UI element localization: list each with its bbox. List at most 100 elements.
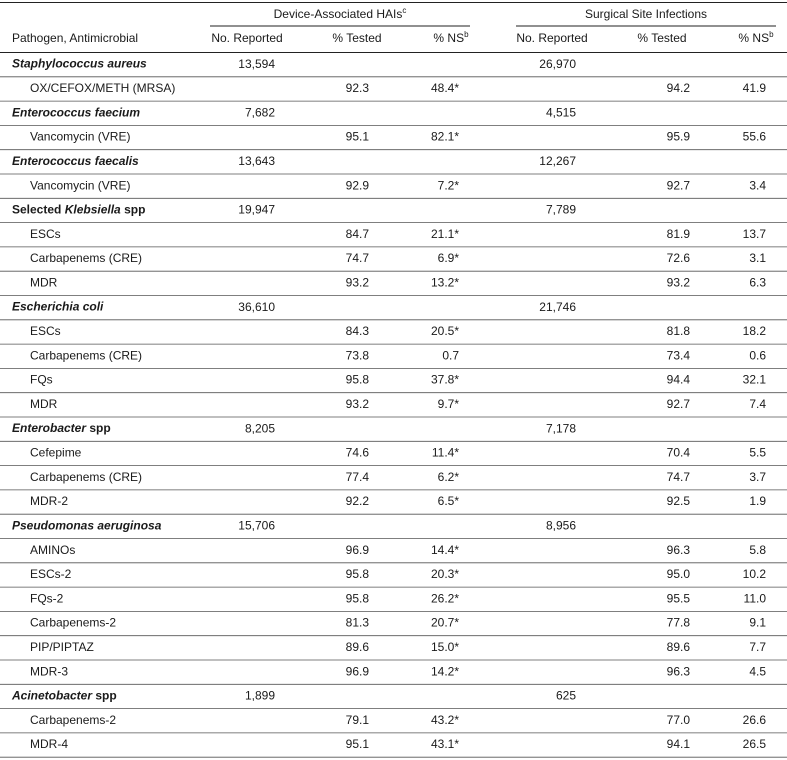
count: 7,682	[245, 105, 275, 119]
pathogen: Staphylococcus aureus	[12, 57, 147, 71]
cell-value: 15.0*	[431, 640, 459, 654]
cell-value: 84.7	[346, 227, 370, 241]
antimicrobial: MDR-2	[30, 494, 68, 508]
pathogen: Enterobacter spp	[12, 421, 111, 435]
cell-value: 1.9	[749, 494, 766, 508]
antimicrobial: MDR-3	[30, 664, 68, 678]
column-header: % Tested	[637, 31, 686, 45]
cell-value: 70.4	[667, 446, 691, 460]
antimicrobial: ESCs	[30, 324, 61, 338]
pathogen: Enterococcus faecalis	[12, 154, 139, 168]
cell-value: 0.7	[442, 348, 459, 362]
column-header-text: % NS	[433, 31, 464, 45]
cell-value: 55.6	[743, 130, 767, 144]
cell-value: 72.6	[667, 251, 691, 265]
pathogen: Escherichia coli	[12, 300, 104, 314]
cell-value: 96.9	[346, 664, 370, 678]
column-header-text: % NS	[738, 31, 769, 45]
antimicrobial: Carbapenems-2	[30, 616, 116, 630]
cell-value: 74.7	[346, 251, 370, 265]
antimicrobial: Vancomycin (VRE)	[30, 130, 130, 144]
cell-value: 20.3*	[431, 567, 459, 581]
cell-value: 82.1*	[431, 130, 459, 144]
cell-value: 95.9	[667, 130, 691, 144]
count: 21,746	[539, 300, 576, 314]
cell-value: 5.5	[749, 446, 766, 460]
column-header-text: No. Reported	[211, 31, 282, 45]
cell-value: 7.7	[749, 640, 766, 654]
cell-value: 92.3	[346, 81, 370, 95]
cell-value: 20.7*	[431, 616, 459, 630]
cell-value: 74.6	[346, 446, 370, 460]
cell-value: 93.2	[346, 397, 370, 411]
group-header: Device-Associated HAIsc	[274, 6, 407, 22]
cell-value: 95.5	[667, 591, 691, 605]
pathogen-part: Klebsiella	[65, 203, 121, 217]
antimicrobial: AMINOs	[30, 543, 75, 557]
cell-value: 43.1*	[431, 737, 459, 751]
cell-value: 73.4	[667, 348, 691, 362]
cell-value: 3.7	[749, 470, 766, 484]
antimicrobial: MDR	[30, 397, 58, 411]
cell-value: 32.1	[743, 373, 767, 387]
antimicrobial: Carbapenems (CRE)	[30, 348, 142, 362]
cell-value: 74.7	[667, 470, 691, 484]
antimicrobial: Carbapenems (CRE)	[30, 470, 142, 484]
cell-value: 21.1*	[431, 227, 459, 241]
cell-value: 95.1	[346, 130, 370, 144]
group-header-text: Device-Associated HAIs	[274, 7, 403, 21]
cell-value: 9.1	[749, 616, 766, 630]
cell-value: 5.8	[749, 543, 766, 557]
cell-value: 48.4*	[431, 81, 459, 95]
count: 1,899	[245, 689, 275, 703]
cell-value: 9.7*	[438, 397, 460, 411]
cell-value: 89.6	[667, 640, 691, 654]
cell-value: 37.8*	[431, 373, 459, 387]
antimicrobial: FQs	[30, 373, 53, 387]
cell-value: 26.2*	[431, 591, 459, 605]
cell-value: 81.8	[667, 324, 691, 338]
pathogen-part: spp	[121, 203, 146, 217]
cell-value: 20.5*	[431, 324, 459, 338]
count: 625	[556, 689, 576, 703]
column-header: % NSb	[433, 30, 469, 46]
pathogen-part: Enterococcus faecium	[12, 105, 140, 119]
pathogen-part: Pseudomonas aeruginosa	[12, 519, 162, 533]
cell-value: 7.4	[749, 397, 766, 411]
cell-value: 92.9	[346, 178, 370, 192]
cell-value: 3.1	[749, 251, 766, 265]
pathogen: Pseudomonas aeruginosa	[12, 519, 162, 533]
cell-value: 84.3	[346, 324, 370, 338]
cell-value: 92.2	[346, 494, 370, 508]
cell-value: 92.7	[667, 397, 691, 411]
count: 7,789	[546, 203, 576, 217]
column-header-sup: b	[464, 30, 469, 39]
group-header-text: Surgical Site Infections	[585, 7, 707, 21]
cell-value: 41.9	[743, 81, 767, 95]
cell-value: 95.1	[346, 737, 370, 751]
cell-value: 95.8	[346, 373, 370, 387]
antimicrobial: FQs-2	[30, 591, 64, 605]
cell-value: 6.2*	[438, 470, 460, 484]
antimicrobial: Vancomycin (VRE)	[30, 178, 130, 192]
cell-value: 18.2	[743, 324, 767, 338]
antimicrobial: MDR	[30, 276, 58, 290]
count: 13,594	[238, 57, 275, 71]
cell-value: 95.8	[346, 567, 370, 581]
cell-value: 7.2*	[438, 178, 460, 192]
column-header: % NSb	[738, 30, 774, 46]
pathogen: Enterococcus faecium	[12, 105, 140, 119]
count: 8,205	[245, 421, 275, 435]
count: 36,610	[238, 300, 275, 314]
cell-value: 95.8	[346, 591, 370, 605]
cell-value: 95.0	[667, 567, 691, 581]
count: 26,970	[539, 57, 576, 71]
cell-value: 89.6	[346, 640, 370, 654]
cell-value: 14.4*	[431, 543, 459, 557]
pathogen: Acinetobacter spp	[11, 689, 117, 703]
cell-value: 96.3	[667, 664, 691, 678]
pathogen: Selected Klebsiella spp	[12, 203, 145, 217]
pathogen-part: Enterococcus faecalis	[12, 154, 139, 168]
